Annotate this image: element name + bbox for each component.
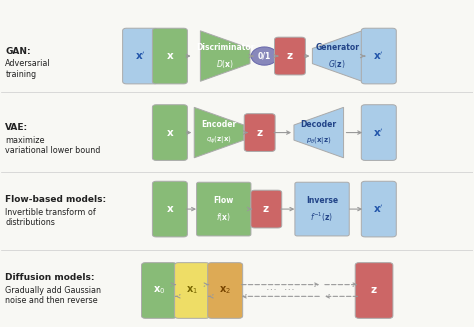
Text: $f(\mathbf{x})$: $f(\mathbf{x})$: [216, 211, 231, 223]
Text: Encoder: Encoder: [201, 120, 237, 129]
Text: Discriminator: Discriminator: [196, 43, 255, 52]
Text: $G(\mathbf{z})$: $G(\mathbf{z})$: [328, 58, 346, 70]
Text: $\mathbf{x}'$: $\mathbf{x}'$: [374, 203, 384, 215]
Text: Flow-based models:: Flow-based models:: [5, 195, 107, 204]
Text: $\mathbf{x}_1$: $\mathbf{x}_1$: [186, 284, 198, 296]
FancyBboxPatch shape: [361, 28, 396, 84]
Text: $\mathbf{x}$: $\mathbf{x}$: [165, 204, 174, 214]
Polygon shape: [294, 107, 344, 158]
FancyBboxPatch shape: [295, 182, 349, 236]
FancyBboxPatch shape: [123, 28, 157, 84]
FancyBboxPatch shape: [244, 114, 275, 151]
Text: $p_\theta(\mathbf{x}|\mathbf{z})$: $p_\theta(\mathbf{x}|\mathbf{z})$: [306, 135, 331, 146]
FancyBboxPatch shape: [274, 37, 305, 75]
Text: Flow: Flow: [214, 197, 234, 205]
Text: maximize
variational lower bound: maximize variational lower bound: [5, 136, 101, 155]
FancyBboxPatch shape: [153, 181, 187, 237]
Text: $\mathbf{z}$: $\mathbf{z}$: [370, 285, 378, 296]
Text: $\mathbf{x}'$: $\mathbf{x}'$: [135, 50, 146, 62]
Text: Decoder: Decoder: [301, 120, 337, 129]
Text: $\mathbf{z}$: $\mathbf{z}$: [286, 51, 294, 61]
FancyBboxPatch shape: [142, 263, 176, 318]
Text: $q_\phi(\mathbf{z}|\mathbf{x})$: $q_\phi(\mathbf{z}|\mathbf{x})$: [206, 135, 232, 146]
Text: $\mathbf{x}$: $\mathbf{x}$: [165, 51, 174, 61]
Text: $\mathbf{x}_0$: $\mathbf{x}_0$: [153, 284, 165, 296]
Text: Gradually add Gaussian
noise and then reverse: Gradually add Gaussian noise and then re…: [5, 286, 101, 305]
Circle shape: [251, 47, 278, 65]
Text: VAE:: VAE:: [5, 123, 28, 132]
FancyBboxPatch shape: [355, 263, 393, 318]
FancyBboxPatch shape: [197, 182, 251, 236]
Text: Adversarial
training: Adversarial training: [5, 60, 51, 79]
Text: 0/1: 0/1: [258, 52, 271, 60]
Text: $\mathbf{x}'$: $\mathbf{x}'$: [374, 50, 384, 62]
Text: $\mathbf{z}$: $\mathbf{z}$: [256, 128, 264, 138]
Text: GAN:: GAN:: [5, 47, 31, 56]
Text: $\mathbf{x}$: $\mathbf{x}$: [165, 128, 174, 138]
Text: $D(\mathbf{x})$: $D(\mathbf{x})$: [216, 58, 234, 70]
Text: $\mathbf{z}$: $\mathbf{z}$: [263, 204, 270, 214]
Text: Diffusion models:: Diffusion models:: [5, 273, 95, 282]
Polygon shape: [201, 31, 250, 81]
FancyBboxPatch shape: [361, 105, 396, 161]
Polygon shape: [312, 31, 362, 81]
FancyBboxPatch shape: [153, 105, 187, 161]
Text: $\mathbf{x}'$: $\mathbf{x}'$: [374, 126, 384, 139]
Text: Generator: Generator: [315, 43, 359, 52]
Text: $\mathbf{x}_2$: $\mathbf{x}_2$: [219, 284, 231, 296]
FancyBboxPatch shape: [174, 263, 210, 318]
FancyBboxPatch shape: [361, 181, 396, 237]
FancyBboxPatch shape: [153, 28, 187, 84]
Text: Invertible transform of
distributions: Invertible transform of distributions: [5, 208, 96, 227]
Text: ···  ···: ··· ···: [266, 285, 295, 296]
Text: $f^{-1}(\mathbf{z})$: $f^{-1}(\mathbf{z})$: [310, 211, 334, 224]
Polygon shape: [194, 107, 244, 158]
Text: Inverse: Inverse: [306, 197, 338, 205]
FancyBboxPatch shape: [251, 190, 282, 228]
FancyBboxPatch shape: [208, 263, 243, 318]
